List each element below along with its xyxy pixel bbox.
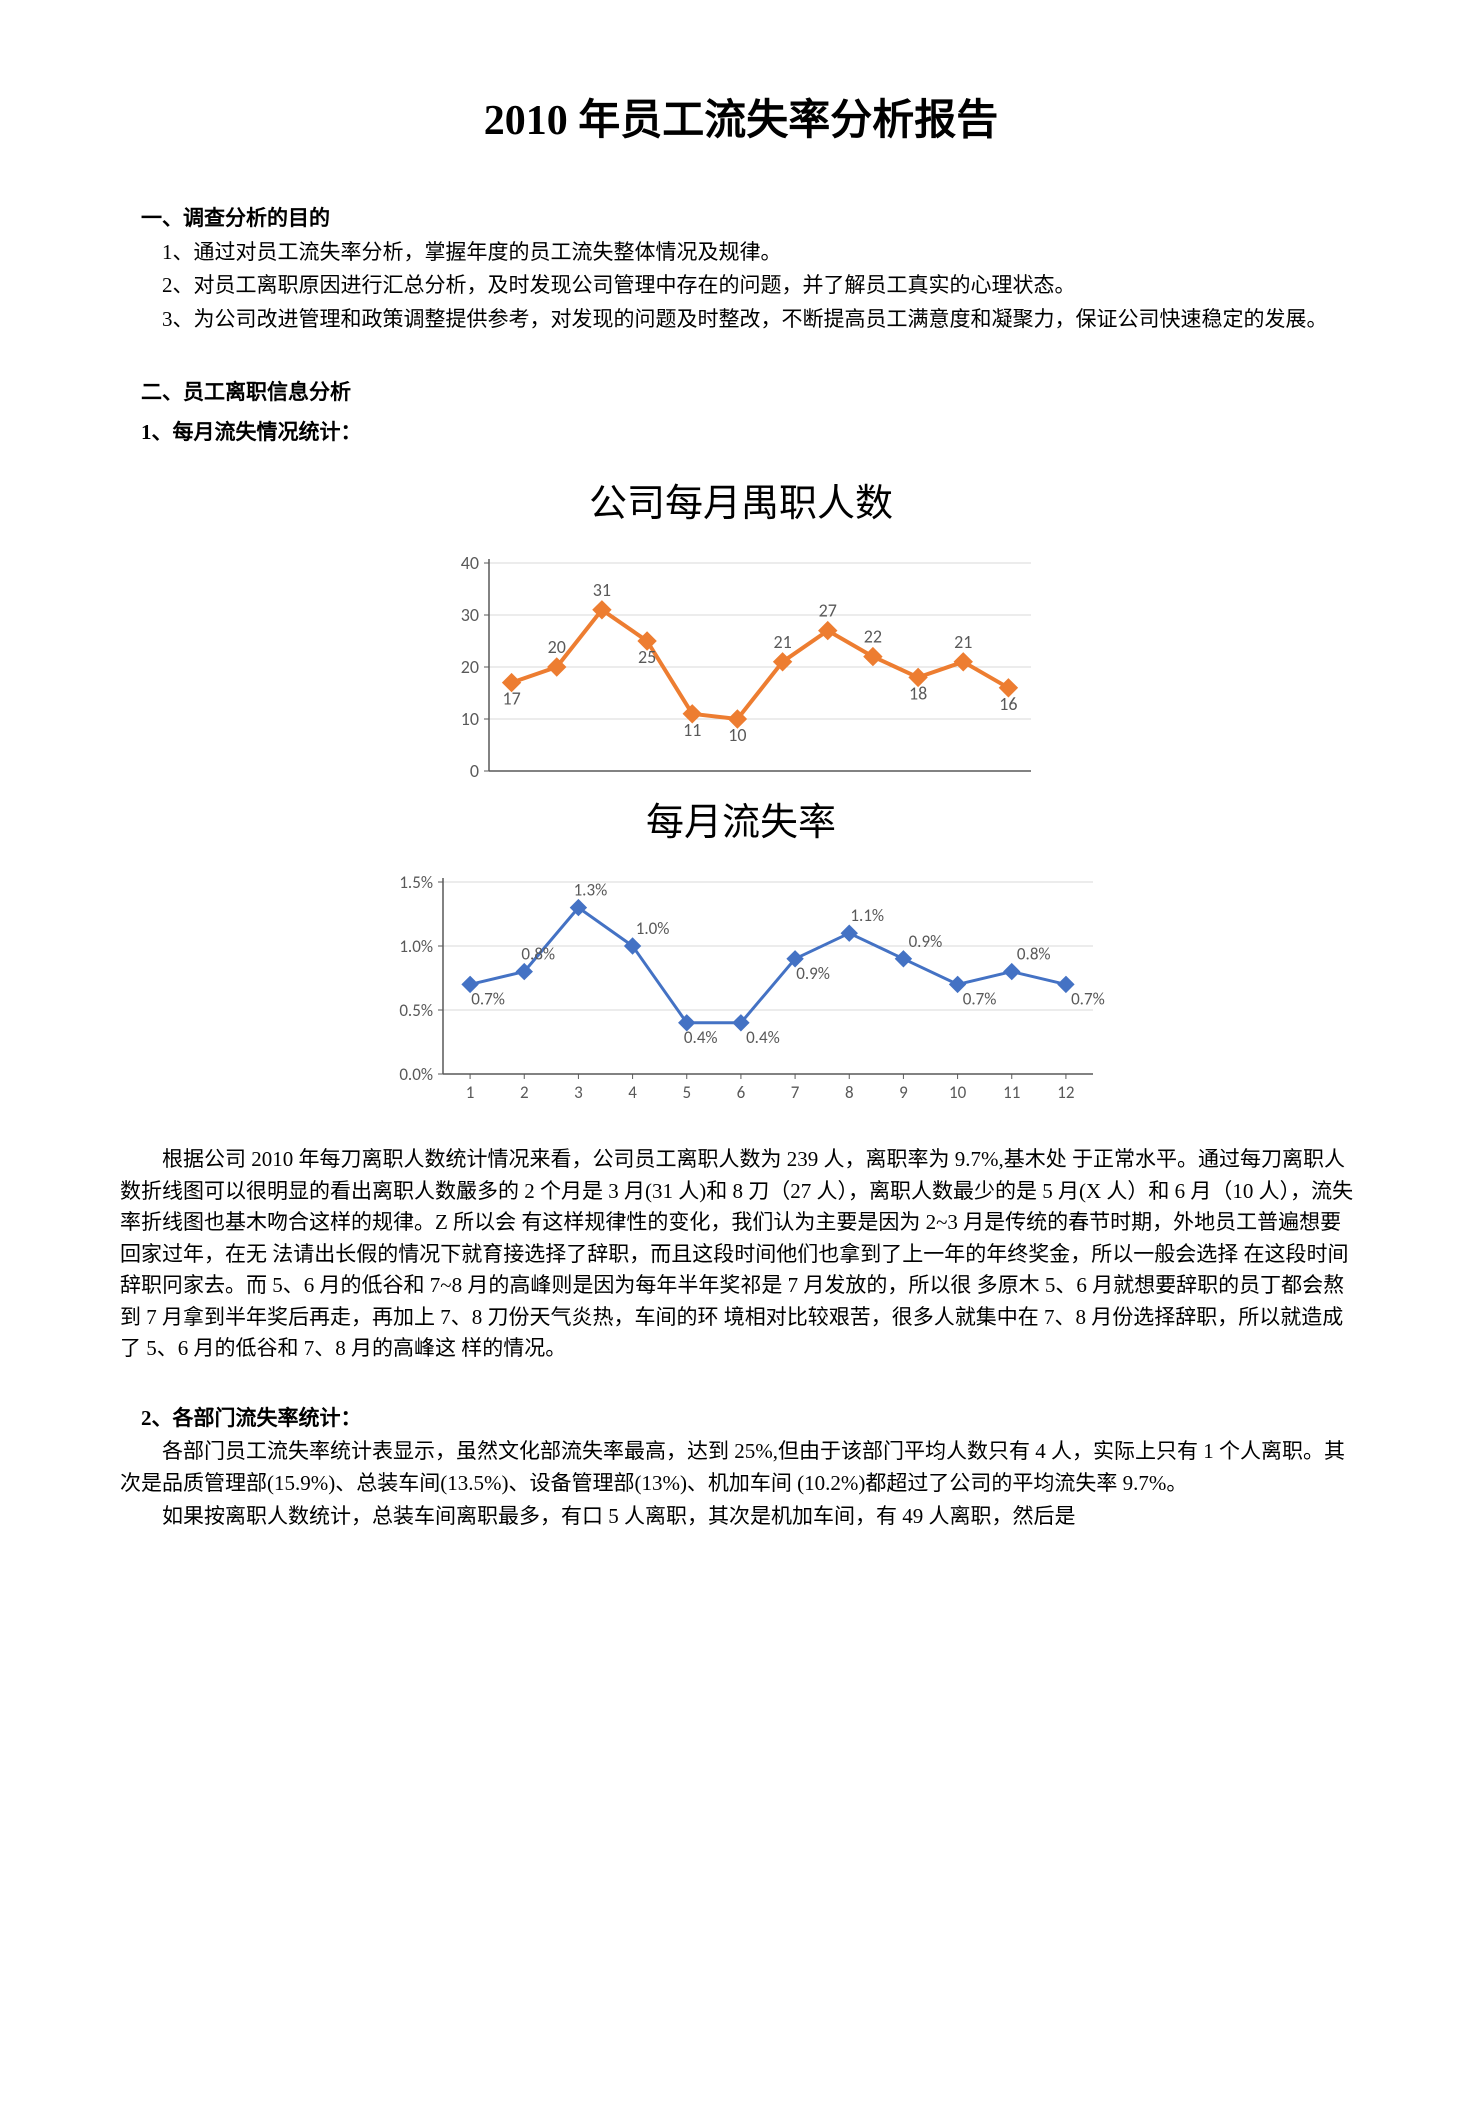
svg-text:10: 10 (461, 708, 479, 730)
svg-text:21: 21 (954, 631, 972, 653)
svg-text:0.5%: 0.5% (399, 1000, 433, 1021)
svg-text:31: 31 (593, 579, 611, 601)
svg-text:10: 10 (728, 724, 746, 746)
section-2-heading: 二、员工离职信息分析 (120, 377, 1362, 409)
svg-text:5: 5 (682, 1082, 691, 1103)
chart1-title: 公司每月禺职人数 (331, 476, 1151, 533)
svg-text:11: 11 (1003, 1082, 1020, 1103)
svg-text:7: 7 (791, 1082, 800, 1103)
svg-text:8: 8 (845, 1082, 854, 1103)
svg-text:0.4%: 0.4% (746, 1027, 780, 1048)
svg-text:6: 6 (737, 1082, 746, 1103)
svg-text:30: 30 (461, 604, 479, 626)
svg-text:12: 12 (1057, 1082, 1074, 1103)
svg-text:0.7%: 0.7% (963, 988, 997, 1009)
svg-text:0.7%: 0.7% (1071, 988, 1105, 1009)
svg-text:1.1%: 1.1% (850, 905, 884, 926)
paragraph-1-3: 3、为公司改进管理和政策调整提供参考，对发现的问题及时整改，不断提高员工满意度和… (120, 304, 1362, 336)
svg-text:25: 25 (638, 646, 656, 668)
svg-text:1: 1 (466, 1082, 475, 1103)
subsection-2-1-heading: 1、每月流失情况统计： (120, 417, 1362, 449)
svg-text:0.9%: 0.9% (796, 963, 830, 984)
section-1-heading: 一、调查分析的目的 (120, 203, 1362, 235)
svg-text:10: 10 (949, 1082, 967, 1103)
svg-text:40: 40 (461, 552, 479, 574)
svg-text:22: 22 (864, 626, 882, 648)
paragraph-1-1: 1、通过对员工流失率分析，掌握年度的员工流失整体情况及规律。 (120, 237, 1362, 269)
svg-text:4: 4 (628, 1082, 637, 1103)
svg-text:1.5%: 1.5% (399, 872, 433, 893)
svg-text:2: 2 (520, 1082, 529, 1103)
svg-text:21: 21 (773, 631, 791, 653)
document-title: 2010 年员工流失率分析报告 (120, 90, 1362, 153)
chart1-svg: 0 10 20 30 40 17 20 31 25 11 10 21 27 22 18 21 16 (431, 549, 1051, 781)
chart-monthly-headcount: 公司每月禺职人数 0 10 20 30 40 17 20 31 25 11 10 21 27 22 18 21… (331, 476, 1151, 781)
svg-text:17: 17 (502, 688, 520, 710)
analysis-paragraph-1: 根据公司 2010 年每刀离职人数统计情况来看，公司员工离职人数为 239 人，… (120, 1144, 1362, 1365)
svg-text:20: 20 (548, 636, 566, 658)
svg-text:0.7%: 0.7% (471, 988, 505, 1009)
svg-text:0: 0 (470, 760, 479, 781)
svg-text:20: 20 (461, 656, 479, 678)
subsection-2-2-heading: 2、各部门流失率统计： (120, 1403, 1362, 1435)
analysis-paragraph-2: 各部门员工流失率统计表显示，虽然文化部流失率最高，达到 25%,但由于该部门平均… (120, 1436, 1362, 1499)
svg-text:0.4%: 0.4% (684, 1027, 718, 1048)
svg-text:18: 18 (909, 682, 927, 704)
svg-text:0.8%: 0.8% (1017, 944, 1051, 965)
svg-text:11: 11 (683, 719, 701, 741)
svg-text:16: 16 (999, 693, 1017, 715)
svg-text:1.0%: 1.0% (399, 936, 433, 957)
svg-text:0.8%: 0.8% (521, 944, 555, 965)
svg-text:0.9%: 0.9% (909, 931, 943, 952)
analysis-paragraph-3: 如果按离职人数统计，总装车间离职最多，有口 5 人离职，其次是机加车间，有 49… (120, 1501, 1362, 1533)
svg-text:1.3%: 1.3% (574, 880, 608, 901)
chart2-title: 每月流失率 (291, 795, 1191, 852)
svg-text:0.0%: 0.0% (399, 1064, 433, 1085)
chart2-svg: 0.0%0.5%1.0%1.5%1234567891011120.7%0.8%1… (369, 868, 1113, 1108)
svg-text:1.0%: 1.0% (636, 918, 670, 939)
chart-monthly-rate: 每月流失率 0.0%0.5%1.0%1.5%1234567891011120.7… (291, 795, 1191, 1108)
svg-text:9: 9 (899, 1082, 908, 1103)
paragraph-1-2: 2、对员工离职原因进行汇总分析，及时发现公司管理中存在的问题，并了解员工真实的心… (120, 270, 1362, 302)
svg-text:3: 3 (574, 1082, 583, 1103)
svg-text:27: 27 (819, 600, 837, 622)
